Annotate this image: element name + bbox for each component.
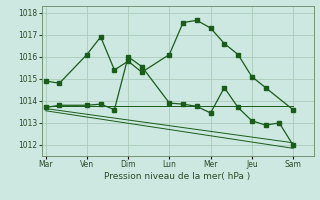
X-axis label: Pression niveau de la mer( hPa ): Pression niveau de la mer( hPa ) <box>104 172 251 181</box>
